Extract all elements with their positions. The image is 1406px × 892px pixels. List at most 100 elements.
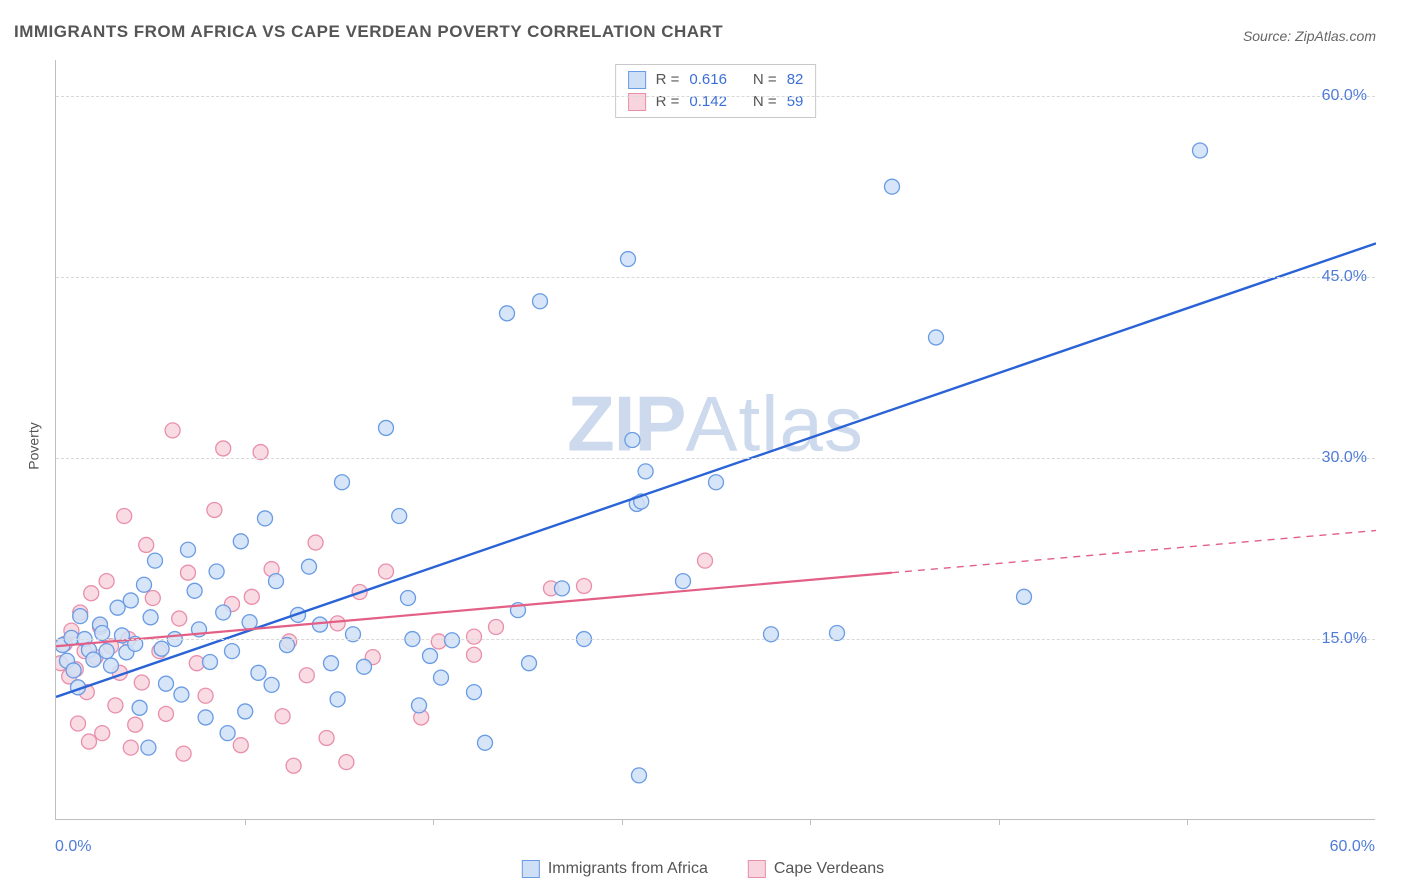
scatter-point — [258, 511, 273, 526]
scatter-point — [209, 564, 224, 579]
scatter-point — [66, 663, 81, 678]
scatter-point — [73, 609, 88, 624]
scatter-point — [123, 740, 138, 755]
scatter-point — [286, 758, 301, 773]
y-tick-label: 15.0% — [1322, 630, 1367, 648]
scatter-point — [165, 423, 180, 438]
legend-label: Immigrants from Africa — [548, 860, 708, 878]
y-tick-label: 60.0% — [1322, 87, 1367, 105]
n-value: 82 — [787, 69, 804, 91]
scatter-point — [379, 564, 394, 579]
scatter-point — [86, 652, 101, 667]
scatter-point — [467, 629, 482, 644]
scatter-point — [145, 591, 160, 606]
legend-swatch-blue — [628, 71, 646, 89]
scatter-point — [143, 610, 158, 625]
legend-row: R = 0.142 N = 59 — [628, 91, 804, 113]
legend-item: Immigrants from Africa — [522, 860, 708, 878]
scatter-point — [478, 735, 493, 750]
gridline — [56, 96, 1375, 97]
scatter-point — [299, 668, 314, 683]
scatter-svg — [56, 60, 1376, 820]
legend-item: Cape Verdeans — [748, 860, 884, 878]
scatter-point — [412, 698, 427, 713]
scatter-point — [128, 717, 143, 732]
scatter-point — [577, 578, 592, 593]
n-label: N = — [753, 91, 777, 113]
scatter-point — [233, 534, 248, 549]
scatter-point — [632, 768, 647, 783]
scatter-point — [154, 641, 169, 656]
scatter-point — [621, 252, 636, 267]
chart-root: IMMIGRANTS FROM AFRICA VS CAPE VERDEAN P… — [0, 0, 1406, 892]
scatter-point — [117, 509, 132, 524]
y-tick-label: 45.0% — [1322, 268, 1367, 286]
scatter-point — [187, 583, 202, 598]
x-tick-mark — [1187, 819, 1188, 825]
scatter-point — [522, 656, 537, 671]
legend-swatch-pink — [748, 860, 766, 878]
scatter-point — [181, 542, 196, 557]
scatter-point — [709, 475, 724, 490]
scatter-point — [225, 644, 240, 659]
scatter-point — [159, 706, 174, 721]
r-label: R = — [656, 91, 680, 113]
r-label: R = — [656, 69, 680, 91]
scatter-point — [434, 670, 449, 685]
x-tick-mark — [245, 819, 246, 825]
scatter-point — [392, 509, 407, 524]
scatter-point — [220, 726, 235, 741]
scatter-point — [207, 502, 222, 517]
scatter-point — [330, 692, 345, 707]
scatter-point — [308, 535, 323, 550]
scatter-point — [445, 633, 460, 648]
scatter-point — [99, 574, 114, 589]
scatter-point — [141, 740, 156, 755]
legend-correlation: R = 0.616 N = 82 R = 0.142 N = 59 — [615, 64, 817, 118]
scatter-point — [1017, 589, 1032, 604]
scatter-point — [401, 591, 416, 606]
scatter-point — [698, 553, 713, 568]
gridline — [56, 639, 1375, 640]
scatter-point — [203, 654, 218, 669]
scatter-point — [134, 675, 149, 690]
scatter-point — [467, 685, 482, 700]
gridline — [56, 277, 1375, 278]
scatter-point — [95, 726, 110, 741]
scatter-point — [137, 577, 152, 592]
scatter-point — [339, 755, 354, 770]
scatter-point — [99, 644, 114, 659]
scatter-point — [84, 586, 99, 601]
legend-swatch-blue — [522, 860, 540, 878]
source-label: Source: ZipAtlas.com — [1243, 28, 1376, 44]
scatter-point — [132, 700, 147, 715]
x-tick-mark — [810, 819, 811, 825]
scatter-point — [198, 688, 213, 703]
gridline — [56, 458, 1375, 459]
scatter-point — [139, 537, 154, 552]
scatter-point — [172, 611, 187, 626]
scatter-point — [489, 619, 504, 634]
scatter-point — [216, 441, 231, 456]
scatter-point — [269, 574, 284, 589]
scatter-point — [500, 306, 515, 321]
scatter-point — [233, 738, 248, 753]
y-tick-label: 30.0% — [1322, 449, 1367, 467]
scatter-point — [108, 698, 123, 713]
scatter-point — [638, 464, 653, 479]
scatter-point — [238, 704, 253, 719]
scatter-point — [423, 648, 438, 663]
scatter-point — [123, 593, 138, 608]
x-tick-mark — [433, 819, 434, 825]
x-tick-max: 60.0% — [1330, 838, 1375, 856]
y-axis-label: Poverty — [26, 422, 42, 469]
scatter-point — [676, 574, 691, 589]
scatter-point — [1193, 143, 1208, 158]
scatter-point — [555, 581, 570, 596]
scatter-point — [929, 330, 944, 345]
scatter-point — [71, 716, 86, 731]
scatter-point — [174, 687, 189, 702]
x-tick-min: 0.0% — [55, 838, 91, 856]
r-value: 0.142 — [689, 91, 727, 113]
scatter-point — [324, 656, 339, 671]
